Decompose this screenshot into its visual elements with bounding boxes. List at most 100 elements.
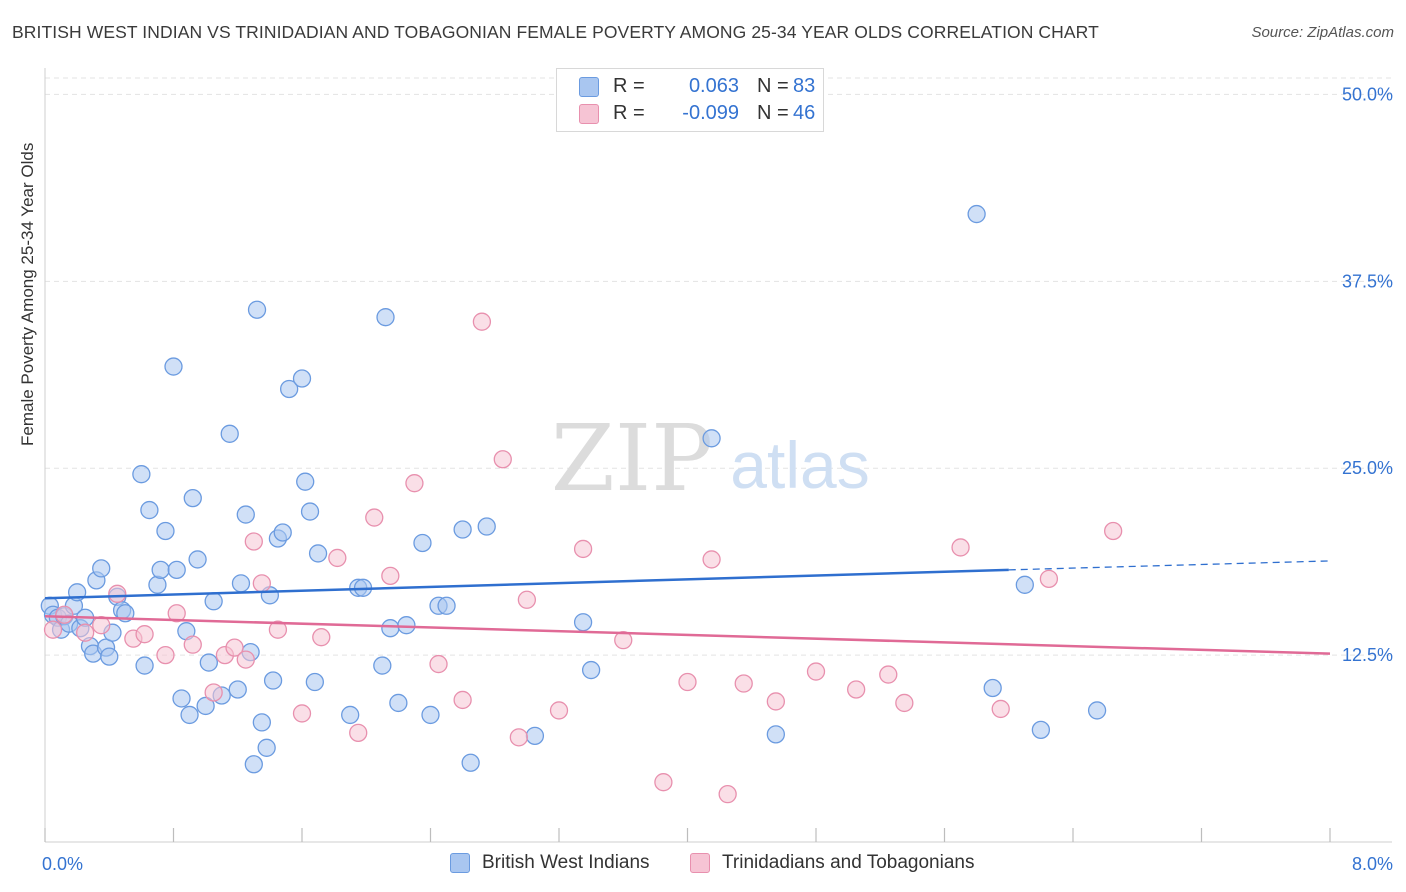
y-tick-label: 50.0%: [1342, 84, 1393, 104]
pink-swatch: [579, 104, 599, 124]
british-west-indian-point: [702, 429, 721, 448]
british-west-indian-point: [573, 613, 593, 632]
trinidadian-point: [156, 645, 175, 665]
british-west-indian-point: [279, 379, 299, 399]
correlation-legend: R = 0.063 N = 83 R = -0.099 N = 46: [556, 68, 824, 132]
british-west-indian-point: [525, 726, 545, 745]
r-value: -0.099: [682, 102, 739, 124]
y-tick-label: 12.5%: [1342, 645, 1393, 665]
legend-label: British West Indians: [482, 852, 650, 873]
y-tick-label: 37.5%: [1342, 271, 1393, 291]
british-west-indian-point: [296, 472, 315, 491]
trinidadian-point: [365, 508, 384, 527]
trinidadian-point: [135, 625, 154, 644]
trinidadian-point: [614, 631, 633, 650]
british-west-indian-point: [135, 656, 154, 675]
n-value: 83: [793, 75, 816, 97]
trinidadian-point: [225, 638, 244, 657]
british-west-indian-point: [220, 424, 239, 443]
british-west-indian-point: [421, 705, 440, 725]
trinidadian-point: [204, 683, 223, 702]
watermark-zip: ZIP: [551, 405, 713, 512]
british-west-indian-point: [199, 653, 218, 672]
british-west-indian-point: [413, 533, 432, 553]
british-west-indian-point: [581, 660, 601, 680]
trinidadian-point: [806, 662, 826, 681]
british-west-indian-point: [341, 705, 360, 725]
british-west-indian-point: [247, 300, 267, 319]
trinidadian-point: [472, 312, 492, 331]
trinidadian-point: [766, 692, 785, 711]
british-west-indian-point: [437, 596, 456, 615]
british-west-indian-point: [308, 544, 328, 563]
british-west-indian-point: [252, 713, 271, 732]
british-west-indian-point: [244, 755, 263, 774]
grid-lines: [45, 77, 1392, 656]
british-west-indian-point: [172, 689, 191, 708]
british-west-indian-point: [1031, 720, 1051, 740]
british-west-indian-point: [236, 505, 255, 524]
blue-trend-extension: [1008, 560, 1331, 571]
trinidadian-point: [493, 450, 512, 469]
x-tick-label: 8.0%: [1352, 854, 1393, 874]
n-label: N =: [757, 102, 789, 124]
trend-lines: [44, 560, 1331, 655]
blue-swatch: [450, 853, 470, 873]
british-west-indian-point: [381, 619, 400, 638]
british-west-indian-point: [228, 680, 247, 699]
british-west-indian-point: [273, 523, 292, 542]
british-west-indian-point: [188, 550, 207, 569]
british-west-indian-point: [983, 678, 1002, 698]
trinidadian-point: [244, 532, 263, 551]
data-points: [40, 204, 1123, 804]
trinidadian-point: [654, 773, 673, 792]
british-west-indian-point: [1015, 575, 1034, 594]
trinidadian-point: [55, 605, 74, 624]
british-west-indian-point: [204, 592, 223, 611]
british-west-indian-point: [453, 520, 472, 539]
trinidadian-point: [429, 654, 448, 674]
y-axis-label: Female Poverty Among 25-34 Year Olds: [18, 142, 37, 446]
british-west-indian-point: [766, 725, 785, 744]
british-west-indian-point: [151, 560, 170, 580]
british-west-indian-point: [92, 559, 111, 578]
trinidadian-point: [453, 690, 472, 710]
british-west-indian-point: [967, 204, 986, 224]
british-west-indian-point: [140, 500, 159, 520]
british-west-indian-point: [292, 369, 312, 388]
trinidadian-point: [108, 584, 127, 603]
trinidadian-point: [167, 604, 186, 623]
british-west-indian-point: [148, 575, 167, 594]
british-west-indian-point: [389, 693, 408, 713]
trinidadian-point: [328, 548, 347, 568]
british-west-indian-point: [164, 357, 183, 376]
pink-swatch: [690, 853, 710, 873]
trinidadian-point: [517, 590, 537, 609]
british-west-indian-point: [300, 502, 320, 521]
british-west-indian-point: [376, 308, 395, 327]
trinidadian-point: [405, 474, 424, 493]
trinidadian-point: [268, 620, 288, 639]
blue-swatch: [579, 77, 599, 97]
pink-trend-line: [44, 614, 1331, 655]
trinidadian-point: [718, 785, 737, 804]
british-west-indian-point: [196, 696, 215, 716]
trinidadian-point: [734, 674, 753, 693]
british-west-indian-point: [231, 574, 251, 593]
trinidadian-point: [76, 623, 95, 642]
british-west-indian-point: [183, 488, 202, 508]
trinidadian-point: [509, 728, 528, 747]
trinidadian-point: [847, 680, 866, 699]
trinidadian-point: [1039, 569, 1059, 589]
trinidadian-point: [43, 620, 63, 639]
source-label: Source: ZipAtlas.com: [1251, 24, 1394, 41]
british-west-indian-point: [156, 521, 175, 541]
british-west-indian-point: [263, 671, 283, 690]
trinidadian-point: [252, 574, 271, 593]
blue-trend-line: [44, 568, 1009, 600]
trinidadian-point: [895, 693, 914, 713]
trinidadian-point: [549, 701, 569, 720]
n-label: N =: [757, 75, 789, 97]
british-west-indian-point: [132, 465, 151, 484]
trinidadian-point: [183, 635, 202, 654]
